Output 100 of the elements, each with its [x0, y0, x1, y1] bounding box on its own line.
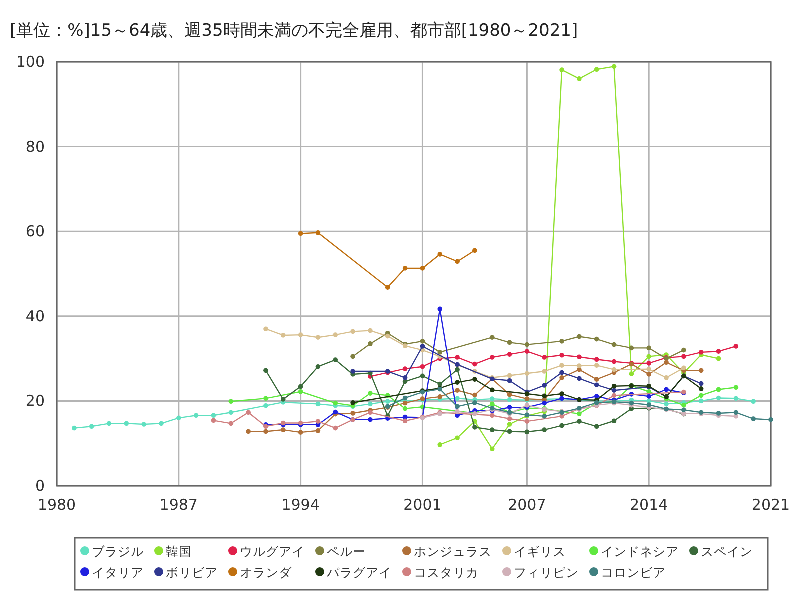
point — [402, 400, 408, 406]
legend-label: ペルー — [327, 544, 366, 559]
point — [124, 421, 130, 426]
point — [560, 363, 564, 368]
point — [507, 422, 512, 427]
y-tick-label: 60 — [26, 222, 45, 241]
point — [402, 366, 408, 372]
point — [507, 352, 512, 357]
point — [560, 68, 564, 72]
point — [194, 413, 199, 418]
point — [507, 392, 512, 398]
legend-label: フィリピン — [514, 565, 579, 580]
chart-title: [単位：%]15～64歳、週35時間未満の不完全雇用、都市部[1980～2021] — [10, 21, 578, 41]
x-tick-label: 2021 — [752, 496, 790, 514]
point — [698, 386, 704, 392]
point — [734, 344, 739, 349]
point — [490, 388, 495, 393]
point — [106, 421, 112, 426]
point — [316, 419, 321, 424]
point — [72, 426, 77, 431]
point — [246, 429, 251, 434]
point — [682, 354, 686, 360]
point — [716, 356, 722, 362]
point — [280, 428, 286, 432]
point — [350, 411, 356, 416]
point — [455, 404, 460, 410]
y-tick-label: 80 — [26, 138, 45, 156]
point — [472, 377, 478, 382]
point — [524, 419, 530, 424]
y-tick-label: 20 — [26, 392, 45, 410]
point — [594, 377, 600, 382]
point — [716, 349, 722, 354]
point — [368, 328, 373, 334]
x-tick-label: 1980 — [38, 496, 76, 514]
point — [682, 403, 686, 408]
point — [716, 387, 722, 392]
point — [298, 384, 304, 390]
point — [368, 417, 373, 422]
point — [577, 376, 582, 382]
point — [664, 402, 669, 407]
point — [594, 357, 600, 362]
point — [664, 375, 669, 380]
point — [280, 333, 286, 338]
point — [698, 381, 704, 386]
point — [577, 419, 582, 424]
point — [402, 375, 408, 380]
legend-label: イタリア — [92, 565, 144, 580]
point — [612, 359, 617, 364]
point — [211, 413, 216, 418]
point — [524, 430, 530, 435]
point — [490, 428, 495, 432]
point — [542, 383, 548, 388]
point — [734, 385, 739, 390]
point — [455, 436, 460, 440]
point — [420, 374, 426, 379]
point — [280, 397, 286, 402]
point — [507, 405, 512, 410]
point — [455, 380, 460, 385]
point — [455, 355, 460, 360]
legend-label: 韓国 — [166, 544, 192, 559]
point — [612, 393, 617, 398]
point — [490, 335, 495, 340]
point — [560, 370, 564, 376]
point — [577, 354, 582, 360]
point — [734, 396, 739, 402]
point — [542, 400, 548, 406]
point — [594, 336, 600, 342]
point — [507, 416, 512, 422]
point — [768, 417, 774, 422]
point — [402, 266, 408, 271]
x-tick-label: 2001 — [404, 496, 442, 514]
legend-label: ホンジュラス — [414, 544, 492, 559]
x-tick-label: 1994 — [282, 496, 320, 514]
point — [333, 400, 338, 406]
point — [472, 392, 478, 398]
point — [646, 346, 652, 351]
point — [664, 360, 669, 366]
point — [646, 394, 652, 399]
point — [455, 396, 460, 402]
point — [472, 400, 478, 406]
point — [176, 416, 182, 421]
point — [542, 369, 548, 374]
point — [612, 342, 617, 348]
point — [438, 306, 443, 312]
point — [455, 409, 460, 414]
point — [524, 342, 530, 348]
point — [698, 393, 704, 398]
point — [350, 400, 356, 406]
point — [594, 363, 600, 368]
point — [507, 373, 512, 378]
legend-label: オランダ — [240, 565, 293, 580]
point — [333, 358, 338, 362]
point — [316, 402, 321, 407]
y-tick-label: 40 — [26, 307, 45, 326]
point — [368, 391, 373, 396]
point — [560, 375, 564, 380]
point — [612, 384, 617, 389]
point — [264, 326, 268, 332]
point — [298, 332, 304, 338]
point — [438, 442, 443, 448]
